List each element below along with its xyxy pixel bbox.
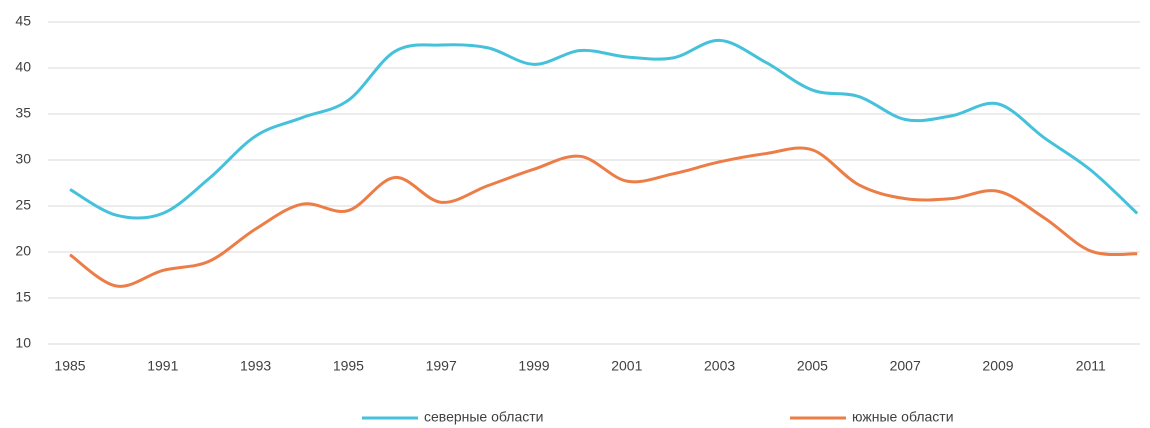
- x-tick-label: 1991: [147, 358, 178, 374]
- x-tick-label: 1997: [426, 358, 457, 374]
- legend-label: северные области: [424, 409, 543, 425]
- y-tick-label: 40: [15, 59, 31, 75]
- x-tick-label: 2009: [982, 358, 1013, 374]
- legend-label: южные области: [852, 409, 954, 425]
- x-tick-label: 2001: [611, 358, 642, 374]
- legend-item: южные области: [790, 409, 954, 425]
- y-tick-label: 45: [15, 13, 31, 29]
- y-tick-label: 20: [15, 243, 31, 259]
- y-tick-label: 15: [15, 289, 31, 305]
- y-tick-label: 25: [15, 197, 31, 213]
- line: [69, 146, 1138, 288]
- y-tick-label: 30: [15, 151, 31, 167]
- x-tick-label: 2005: [797, 358, 828, 374]
- y-tick-label: 35: [15, 105, 31, 121]
- line: [69, 38, 1139, 220]
- x-tick-label: 2007: [890, 358, 921, 374]
- x-tick-label: 1985: [54, 358, 85, 374]
- legend-item: северные области: [362, 409, 543, 425]
- y-tick-label: 10: [15, 335, 31, 351]
- x-tick-label: 1993: [240, 358, 271, 374]
- x-tick-label: 1999: [518, 358, 549, 374]
- x-tick-label: 2003: [704, 358, 735, 374]
- x-tick-label: 2011: [1076, 358, 1106, 374]
- x-tick-label: 1995: [333, 358, 364, 374]
